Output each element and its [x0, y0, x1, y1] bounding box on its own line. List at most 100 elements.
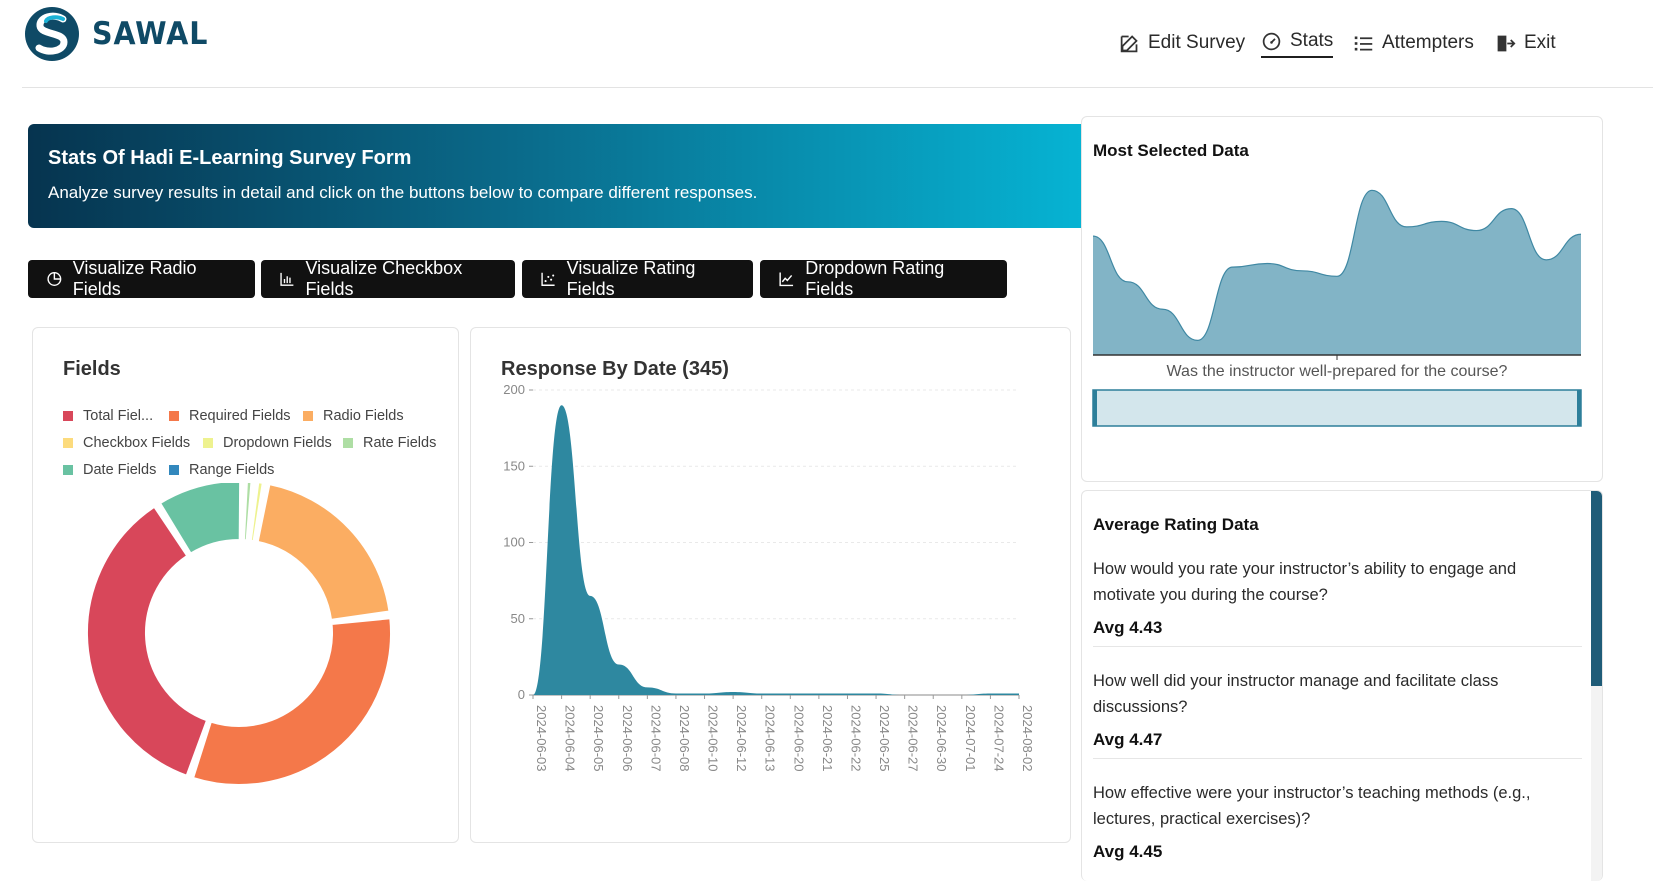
x-tick-label: 2024-06-22	[848, 705, 863, 772]
app-logo[interactable]: SAWAL	[24, 6, 218, 62]
visualize-checkbox-button[interactable]: Visualize Checkbox Fields	[261, 258, 515, 299]
rating-average: Avg 4.45	[1093, 842, 1163, 861]
legend-label: Date Fields	[83, 462, 157, 478]
visualize-radio-label: Visualize Radio Fields	[72, 258, 197, 299]
exit-icon	[1497, 35, 1516, 51]
legend-label: Range Fields	[189, 462, 275, 478]
x-tick-label: 2024-06-25	[877, 705, 892, 772]
y-tick-label: 150	[503, 458, 525, 473]
slider-handle-right[interactable]	[1577, 390, 1581, 426]
rating-question: How effective were your instructor’s tea…	[1093, 784, 1531, 828]
rating-average: Avg 4.47	[1093, 730, 1163, 749]
nav-edit-survey-label: Edit Survey	[1148, 32, 1246, 53]
legend-label: Required Fields	[189, 408, 291, 424]
line-chart-icon	[779, 272, 794, 287]
nav-attempters[interactable]: Attempters	[1353, 32, 1474, 54]
response-by-date-card: Response By Date (345) 0 50 100 150 200 2024-…	[470, 327, 1071, 843]
fields-card: Fields Total Fiel... Required Fields Radio…	[32, 327, 459, 843]
most-selected-line	[1092, 189, 1582, 341]
x-tick-label: 2024-07-01	[963, 705, 978, 772]
response-title: Response By Date (345)	[501, 358, 729, 380]
banner-title: Stats Of Hadi E-Learning Survey Form	[48, 147, 412, 169]
header-divider	[22, 87, 1653, 88]
dropdown-rating-label: Dropdown Rating Fields	[805, 258, 945, 299]
visualize-rating-button[interactable]: Visualize Rating Fields	[522, 258, 753, 299]
nav-attempters-label: Attempters	[1382, 32, 1474, 53]
visualize-rating-label: Visualize Rating Fields	[566, 258, 696, 299]
logo-icon	[25, 7, 79, 61]
legend-label: Checkbox Fields	[83, 435, 191, 451]
average-rating-title: Average Rating Data	[1093, 515, 1259, 534]
x-tick-label: 2024-06-20	[791, 705, 806, 772]
rating-question: How would you rate your instructor’s abi…	[1093, 560, 1517, 604]
response-area-chart: 0 50 100 150 200 2024-06-03 2024-06-04 2024-06-…	[503, 382, 1035, 772]
y-tick-label: 100	[503, 535, 525, 550]
legend-swatch	[63, 465, 73, 475]
x-tick-label: 2024-06-12	[734, 705, 749, 772]
y-tick-label: 0	[518, 687, 525, 702]
donut-slice[interactable]	[191, 617, 392, 786]
slider-handle-left[interactable]	[1093, 390, 1097, 426]
banner-subtitle: Analyze survey results in detail and cli…	[48, 183, 758, 202]
legend-item[interactable]: Rate Fields	[343, 435, 436, 451]
fields-donut-chart	[86, 483, 392, 786]
legend-item[interactable]: Range Fields	[169, 462, 274, 478]
rating-divider	[1093, 646, 1582, 647]
rating-divider	[1093, 758, 1582, 759]
legend-label: Radio Fields	[323, 408, 404, 424]
donut-slice[interactable]	[86, 505, 209, 777]
most-selected-chart: Was the instructor well-prepared for the…	[1092, 189, 1582, 427]
top-header: SAWAL Edit Survey Stats Attempters Exit	[0, 0, 1661, 88]
x-axis-label: Was the instructor well-prepared for the…	[1167, 363, 1508, 380]
app-name: SAWAL	[92, 16, 209, 52]
x-tick-label: 2024-06-05	[591, 705, 606, 772]
nav-edit-survey[interactable]: Edit Survey	[1119, 32, 1245, 54]
legend-item[interactable]: Radio Fields	[303, 408, 404, 424]
x-tick-label: 2024-06-08	[677, 705, 692, 772]
response-area[interactable]	[533, 405, 1019, 695]
x-tick-label: 2024-06-10	[706, 705, 721, 772]
donut-slice[interactable]	[158, 483, 242, 555]
rating-question: How well did your instructor manage and …	[1093, 672, 1499, 716]
bar-chart-icon	[280, 272, 294, 286]
rating-average: Avg 4.43	[1093, 618, 1163, 637]
edit-icon	[1120, 34, 1138, 52]
y-tick-label: 200	[503, 382, 525, 397]
x-tick-label: 2024-06-04	[563, 705, 578, 772]
legend-item[interactable]: Required Fields	[169, 408, 291, 424]
donut-slice[interactable]	[249, 483, 264, 543]
fields-title: Fields	[63, 358, 121, 380]
legend-item[interactable]: Total Fiel...	[63, 408, 153, 424]
legend-swatch	[63, 411, 73, 421]
range-slider[interactable]	[1092, 389, 1582, 427]
scatter-chart-icon	[541, 272, 555, 286]
legend-swatch	[169, 465, 179, 475]
scrollbar-track[interactable]	[1591, 491, 1602, 881]
x-tick-label: 2024-06-03	[534, 705, 549, 772]
most-selected-card: Most Selected Data Was the instructor we…	[1081, 116, 1603, 482]
legend-label: Dropdown Fields	[223, 435, 332, 451]
nav-stats-label: Stats	[1290, 30, 1334, 51]
nav-stats[interactable]: Stats	[1261, 30, 1334, 58]
donut-slice[interactable]	[242, 483, 253, 542]
list-icon	[1354, 36, 1373, 50]
x-tick-label: 2024-06-13	[763, 705, 778, 772]
scrollbar-thumb[interactable]	[1591, 491, 1602, 686]
legend-swatch	[169, 411, 179, 421]
legend-item[interactable]: Checkbox Fields	[63, 435, 190, 451]
dropdown-rating-button[interactable]: Dropdown Rating Fields	[760, 258, 1007, 299]
legend-swatch	[343, 438, 353, 448]
legend-label: Rate Fields	[363, 435, 437, 451]
legend-swatch	[63, 438, 73, 448]
x-tick-label: 2024-06-07	[648, 705, 663, 772]
most-selected-area[interactable]	[1093, 190, 1581, 355]
donut-slice[interactable]	[256, 483, 391, 621]
nav-exit[interactable]: Exit	[1495, 32, 1556, 54]
legend-item[interactable]: Date Fields	[63, 462, 156, 478]
visualize-radio-button[interactable]: Visualize Radio Fields	[28, 258, 255, 299]
legend-item[interactable]: Dropdown Fields	[203, 435, 332, 451]
x-tick-label: 2024-06-21	[820, 705, 835, 772]
most-selected-title: Most Selected Data	[1093, 141, 1249, 160]
x-tick-label: 2024-07-24	[991, 705, 1006, 772]
legend-swatch	[303, 411, 313, 421]
